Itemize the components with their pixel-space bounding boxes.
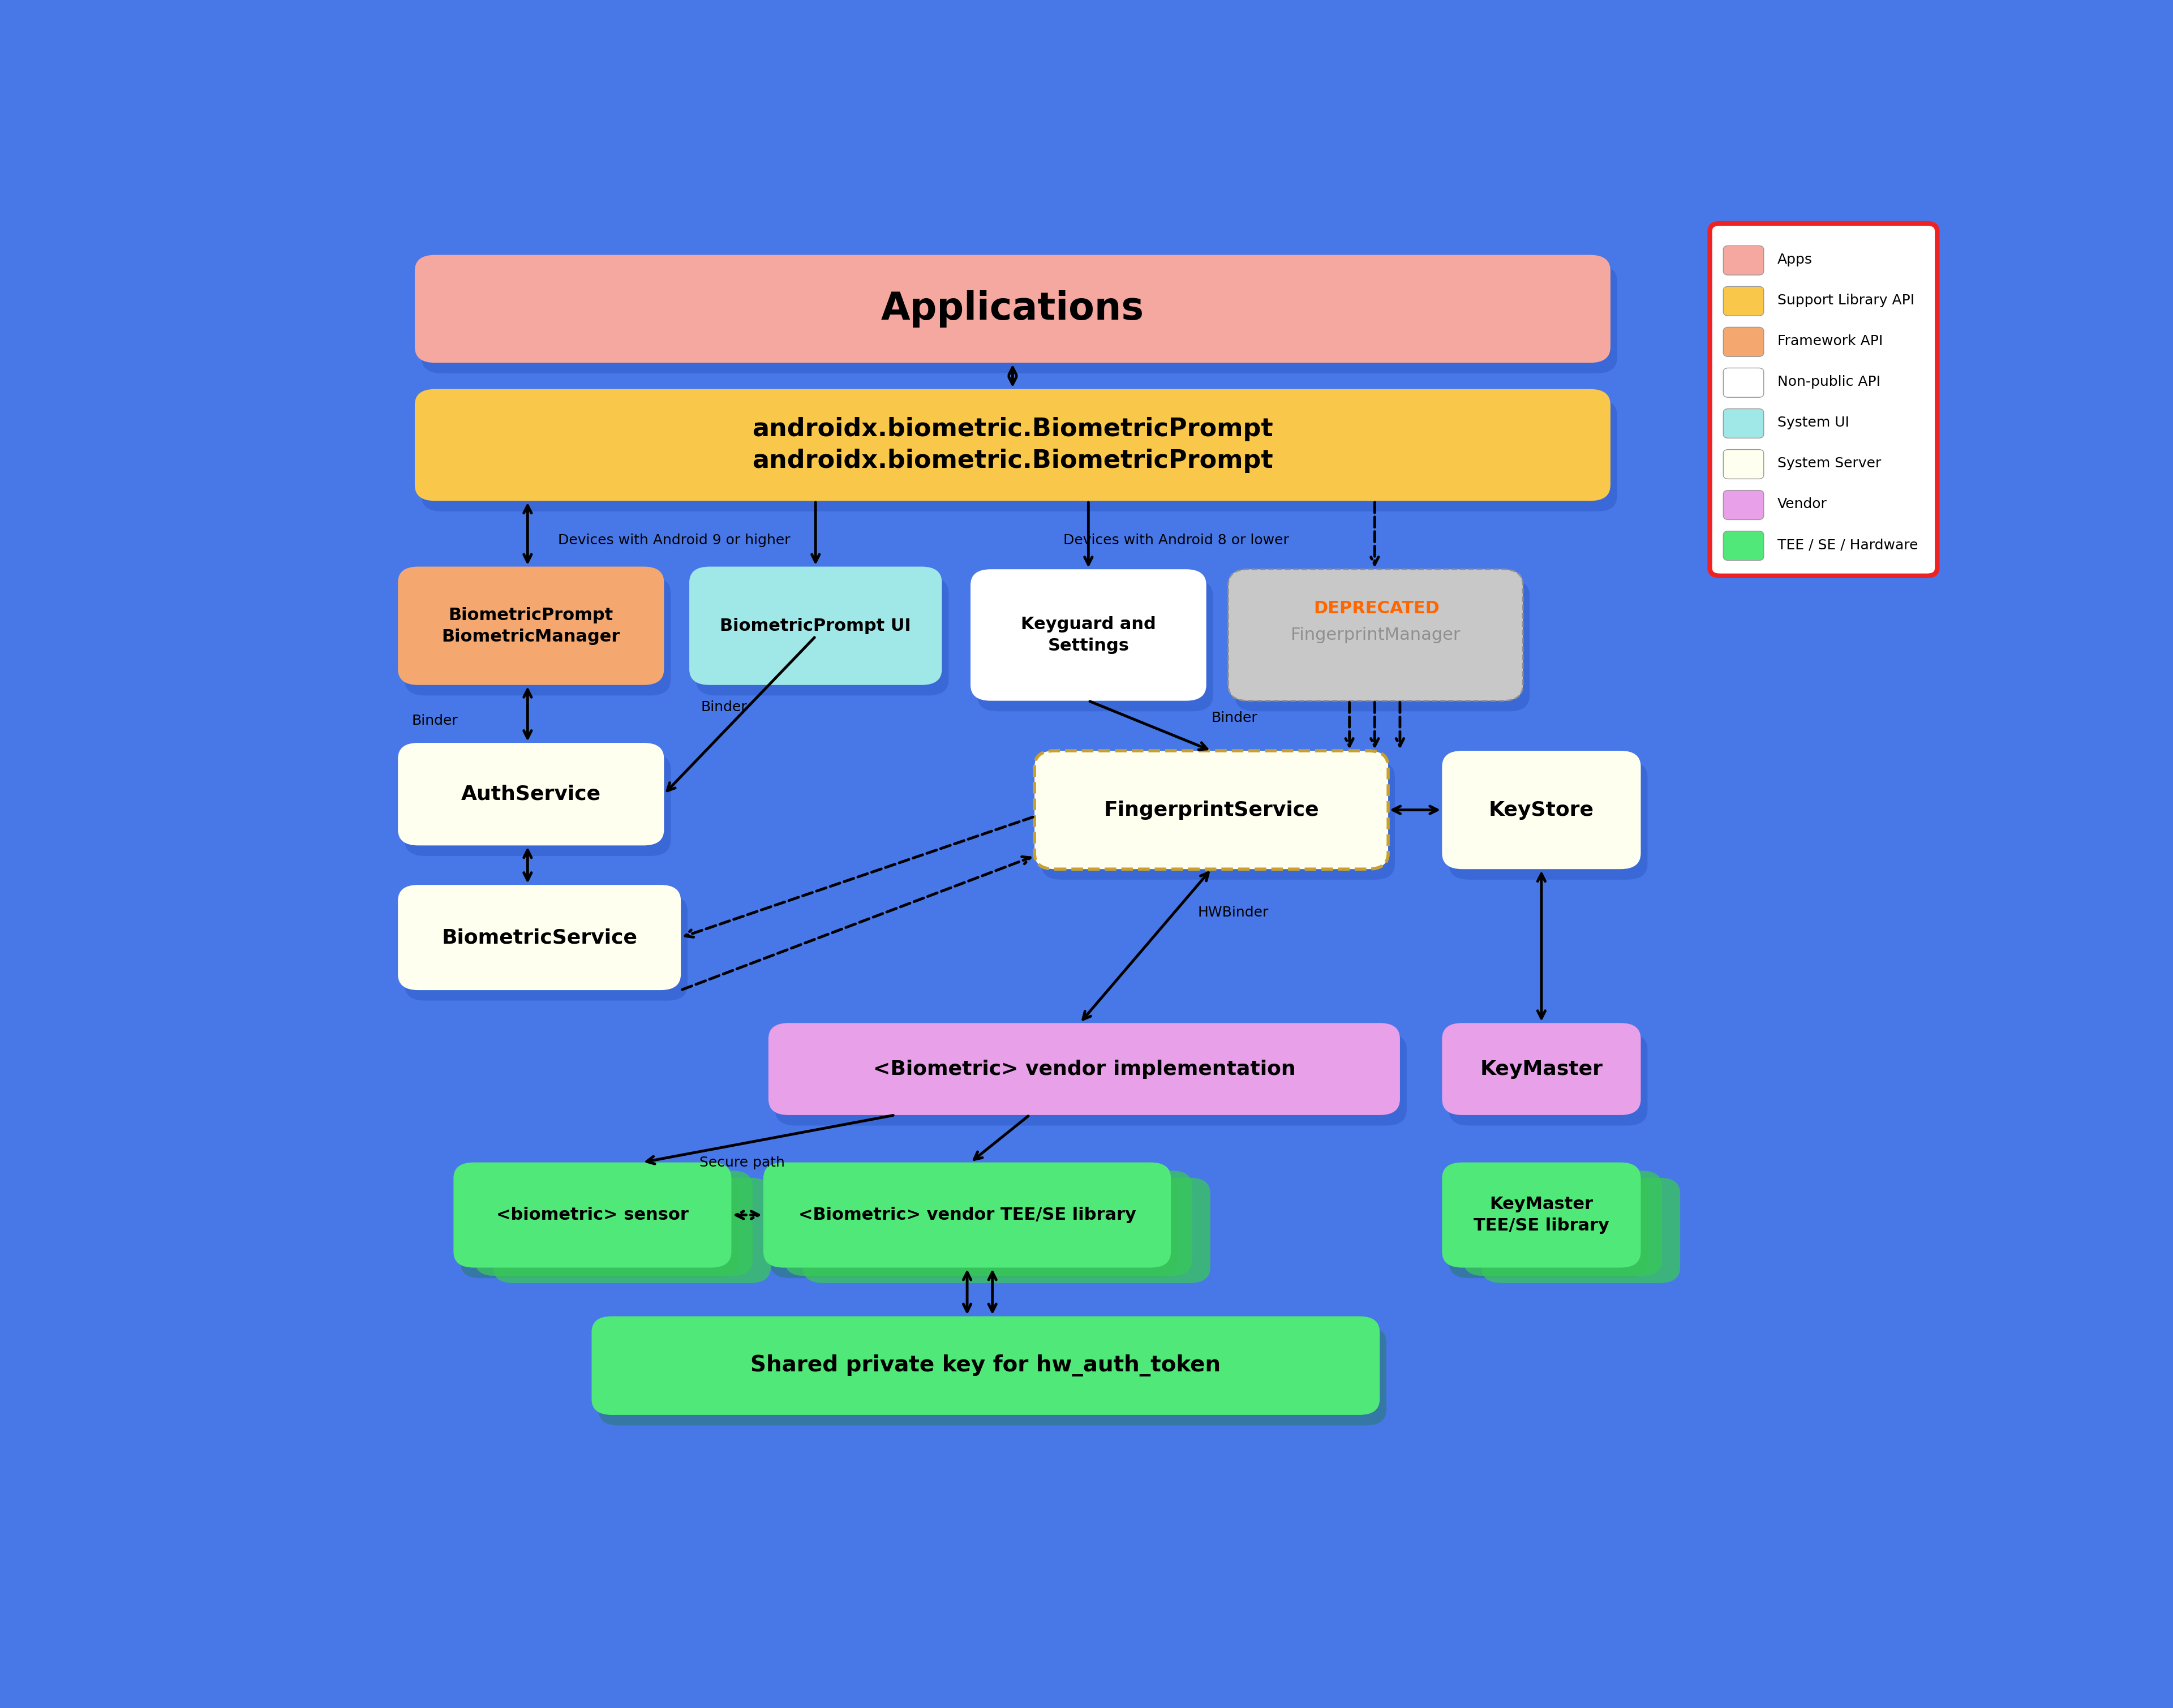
Text: Keyguard and
Settings: Keyguard and Settings: [1021, 617, 1156, 654]
FancyBboxPatch shape: [1449, 1173, 1647, 1278]
FancyBboxPatch shape: [763, 1163, 1171, 1267]
Text: BiometricPrompt
BiometricManager: BiometricPrompt BiometricManager: [441, 606, 619, 646]
FancyBboxPatch shape: [461, 1173, 739, 1278]
FancyBboxPatch shape: [398, 743, 665, 845]
FancyBboxPatch shape: [454, 1163, 732, 1267]
FancyBboxPatch shape: [404, 577, 671, 695]
Text: <Biometric> vendor implementation: <Biometric> vendor implementation: [874, 1059, 1295, 1079]
FancyBboxPatch shape: [784, 1170, 1193, 1276]
FancyBboxPatch shape: [1041, 762, 1395, 880]
Text: KeyMaster
TEE/SE library: KeyMaster TEE/SE library: [1473, 1196, 1610, 1233]
Text: System UI: System UI: [1778, 415, 1849, 429]
Text: HWBinder: HWBinder: [1197, 905, 1269, 919]
Text: AuthService: AuthService: [461, 784, 602, 804]
Text: Devices with Android 9 or higher: Devices with Android 9 or higher: [558, 533, 791, 547]
Text: KeyStore: KeyStore: [1489, 801, 1595, 820]
Text: Secure path: Secure path: [700, 1156, 784, 1170]
FancyBboxPatch shape: [1462, 1170, 1662, 1276]
FancyBboxPatch shape: [1723, 408, 1764, 439]
Text: Non-public API: Non-public API: [1778, 376, 1880, 389]
Text: KeyMaster: KeyMaster: [1480, 1059, 1604, 1079]
Text: Devices with Android 8 or lower: Devices with Android 8 or lower: [1063, 533, 1289, 547]
Text: Apps: Apps: [1778, 253, 1812, 266]
FancyBboxPatch shape: [1449, 1033, 1647, 1126]
Text: System Server: System Server: [1778, 456, 1882, 470]
FancyBboxPatch shape: [398, 885, 680, 991]
Text: BiometricPrompt UI: BiometricPrompt UI: [719, 618, 910, 634]
FancyBboxPatch shape: [776, 1033, 1406, 1126]
FancyBboxPatch shape: [1723, 449, 1764, 478]
FancyBboxPatch shape: [1443, 752, 1641, 869]
FancyBboxPatch shape: [978, 579, 1213, 711]
FancyBboxPatch shape: [422, 265, 1617, 374]
FancyBboxPatch shape: [695, 577, 950, 695]
Text: BiometricService: BiometricService: [441, 927, 637, 948]
Text: <Biometric> vendor TEE/SE library: <Biometric> vendor TEE/SE library: [797, 1208, 1136, 1223]
FancyBboxPatch shape: [1234, 579, 1530, 711]
Text: FingerprintService: FingerprintService: [1104, 801, 1319, 820]
FancyBboxPatch shape: [1443, 1023, 1641, 1115]
FancyBboxPatch shape: [474, 1170, 752, 1276]
Text: TEE / SE / Hardware: TEE / SE / Hardware: [1778, 538, 1919, 552]
FancyBboxPatch shape: [802, 1179, 1210, 1283]
Text: Binder: Binder: [1210, 711, 1258, 724]
Text: Vendor: Vendor: [1778, 497, 1827, 511]
FancyBboxPatch shape: [1228, 569, 1523, 700]
FancyBboxPatch shape: [769, 1023, 1399, 1115]
FancyBboxPatch shape: [398, 567, 665, 685]
FancyBboxPatch shape: [1723, 287, 1764, 316]
FancyBboxPatch shape: [1723, 490, 1764, 519]
Text: <biometric> sensor: <biometric> sensor: [495, 1208, 689, 1223]
FancyBboxPatch shape: [1482, 1179, 1680, 1283]
FancyBboxPatch shape: [1449, 762, 1647, 880]
FancyBboxPatch shape: [1723, 367, 1764, 398]
Text: Shared private key for hw_auth_token: Shared private key for hw_auth_token: [750, 1354, 1221, 1377]
FancyBboxPatch shape: [1723, 531, 1764, 560]
Text: androidx.biometric.BiometricPrompt
androidx.biometric.BiometricPrompt: androidx.biometric.BiometricPrompt andro…: [752, 417, 1273, 473]
FancyBboxPatch shape: [493, 1179, 771, 1283]
FancyBboxPatch shape: [689, 567, 941, 685]
FancyBboxPatch shape: [404, 753, 671, 856]
FancyBboxPatch shape: [404, 895, 687, 1001]
FancyBboxPatch shape: [598, 1327, 1386, 1426]
Text: Applications: Applications: [880, 290, 1145, 328]
Text: Binder: Binder: [411, 714, 459, 728]
Text: DEPRECATED: DEPRECATED: [1312, 601, 1439, 617]
FancyBboxPatch shape: [1710, 224, 1936, 576]
FancyBboxPatch shape: [1723, 328, 1764, 357]
FancyBboxPatch shape: [1443, 1163, 1641, 1267]
FancyBboxPatch shape: [415, 254, 1610, 362]
FancyBboxPatch shape: [591, 1317, 1380, 1414]
FancyBboxPatch shape: [1034, 752, 1389, 869]
FancyBboxPatch shape: [1723, 246, 1764, 275]
FancyBboxPatch shape: [971, 569, 1206, 700]
Text: Binder: Binder: [702, 700, 748, 714]
Text: Support Library API: Support Library API: [1778, 294, 1914, 307]
FancyBboxPatch shape: [769, 1173, 1178, 1278]
FancyBboxPatch shape: [415, 389, 1610, 500]
Text: Framework API: Framework API: [1778, 335, 1882, 348]
Text: FingerprintManager: FingerprintManager: [1291, 627, 1460, 644]
FancyBboxPatch shape: [422, 400, 1617, 511]
